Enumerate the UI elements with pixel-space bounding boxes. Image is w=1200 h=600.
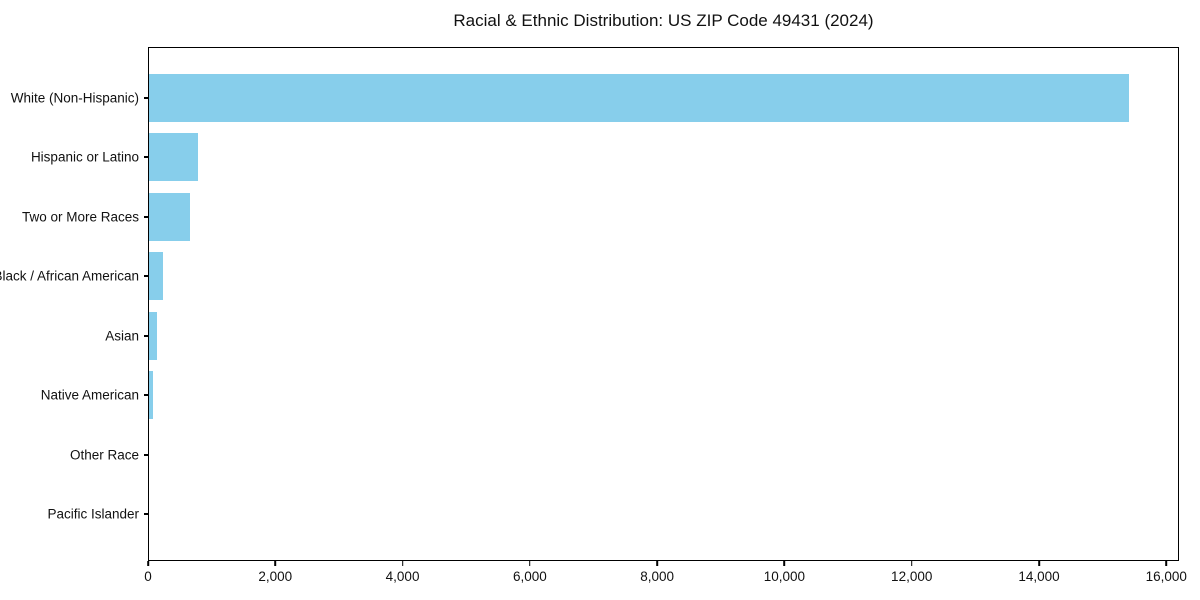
y-tick-mark — [144, 96, 149, 99]
x-tick-mark — [147, 561, 149, 566]
y-tick-mark — [144, 513, 149, 516]
x-axis: 0 2,000 4,000 6,000 8,000 10,000 12,000 14,000 1… — [144, 561, 1187, 591]
x-tick-label: 10,000 — [763, 569, 806, 584]
y-tick-label: Pacific Islander — [47, 506, 139, 522]
bar — [149, 192, 190, 241]
x-tick-label: 16,000 — [1145, 569, 1187, 584]
x-tick-mark — [783, 561, 786, 566]
bar — [149, 252, 163, 301]
y-tick-label: Hispanic or Latino — [30, 149, 139, 165]
chart-title: Racial & Ethnic Distribution: US ZIP Cod… — [453, 11, 874, 30]
x-tick-mark — [529, 561, 531, 566]
x-tick-mark — [910, 561, 913, 566]
bar-row: Asian — [105, 306, 1178, 366]
plot-area: White (Non-Hispanic) Hispanic or Latino Tw… — [0, 47, 1179, 561]
y-tick-label: Black / African American — [0, 268, 139, 284]
y-tick-label: White (Non-Hispanic) — [10, 90, 139, 106]
x-tick-label: 12,000 — [891, 569, 933, 584]
bar — [149, 311, 157, 360]
x-tick-mark — [1165, 561, 1168, 566]
y-tick-label: Native American — [40, 387, 139, 403]
y-tick-mark — [144, 453, 149, 456]
y-tick-mark — [144, 156, 149, 159]
x-tick-mark — [274, 561, 277, 566]
bar — [149, 133, 198, 182]
bar-row: Hispanic or Latino — [31, 128, 1178, 188]
x-tick-mark — [656, 561, 658, 566]
bar-row: Black / African American — [0, 247, 1178, 307]
y-tick-mark — [144, 215, 149, 218]
x-tick-mark — [1038, 561, 1040, 566]
x-tick-label: 6,000 — [512, 569, 547, 584]
y-tick-mark — [144, 334, 149, 337]
x-tick-mark — [401, 561, 404, 566]
y-tick-label: Two or More Races — [21, 209, 139, 225]
y-tick-label: Asian — [105, 328, 139, 344]
y-tick-label: Other Race — [69, 447, 139, 463]
y-tick-mark — [144, 394, 149, 397]
bar-row: White (Non-Hispanic) — [11, 68, 1178, 128]
bar-row: Native American — [41, 366, 1178, 426]
x-tick-label: 0 — [144, 569, 152, 584]
y-tick-mark — [144, 275, 149, 278]
bar-row: Two or More Races — [22, 187, 1178, 247]
x-tick-label: 2,000 — [258, 569, 293, 584]
x-tick-label: 8,000 — [640, 569, 675, 584]
bar-row: Other Race — [70, 425, 1178, 485]
x-tick-label: 14,000 — [1018, 569, 1060, 584]
bar-row: Pacific Islander — [47, 485, 1178, 545]
bar — [149, 73, 1130, 122]
x-tick-label: 4,000 — [385, 569, 420, 584]
bar — [149, 371, 154, 420]
